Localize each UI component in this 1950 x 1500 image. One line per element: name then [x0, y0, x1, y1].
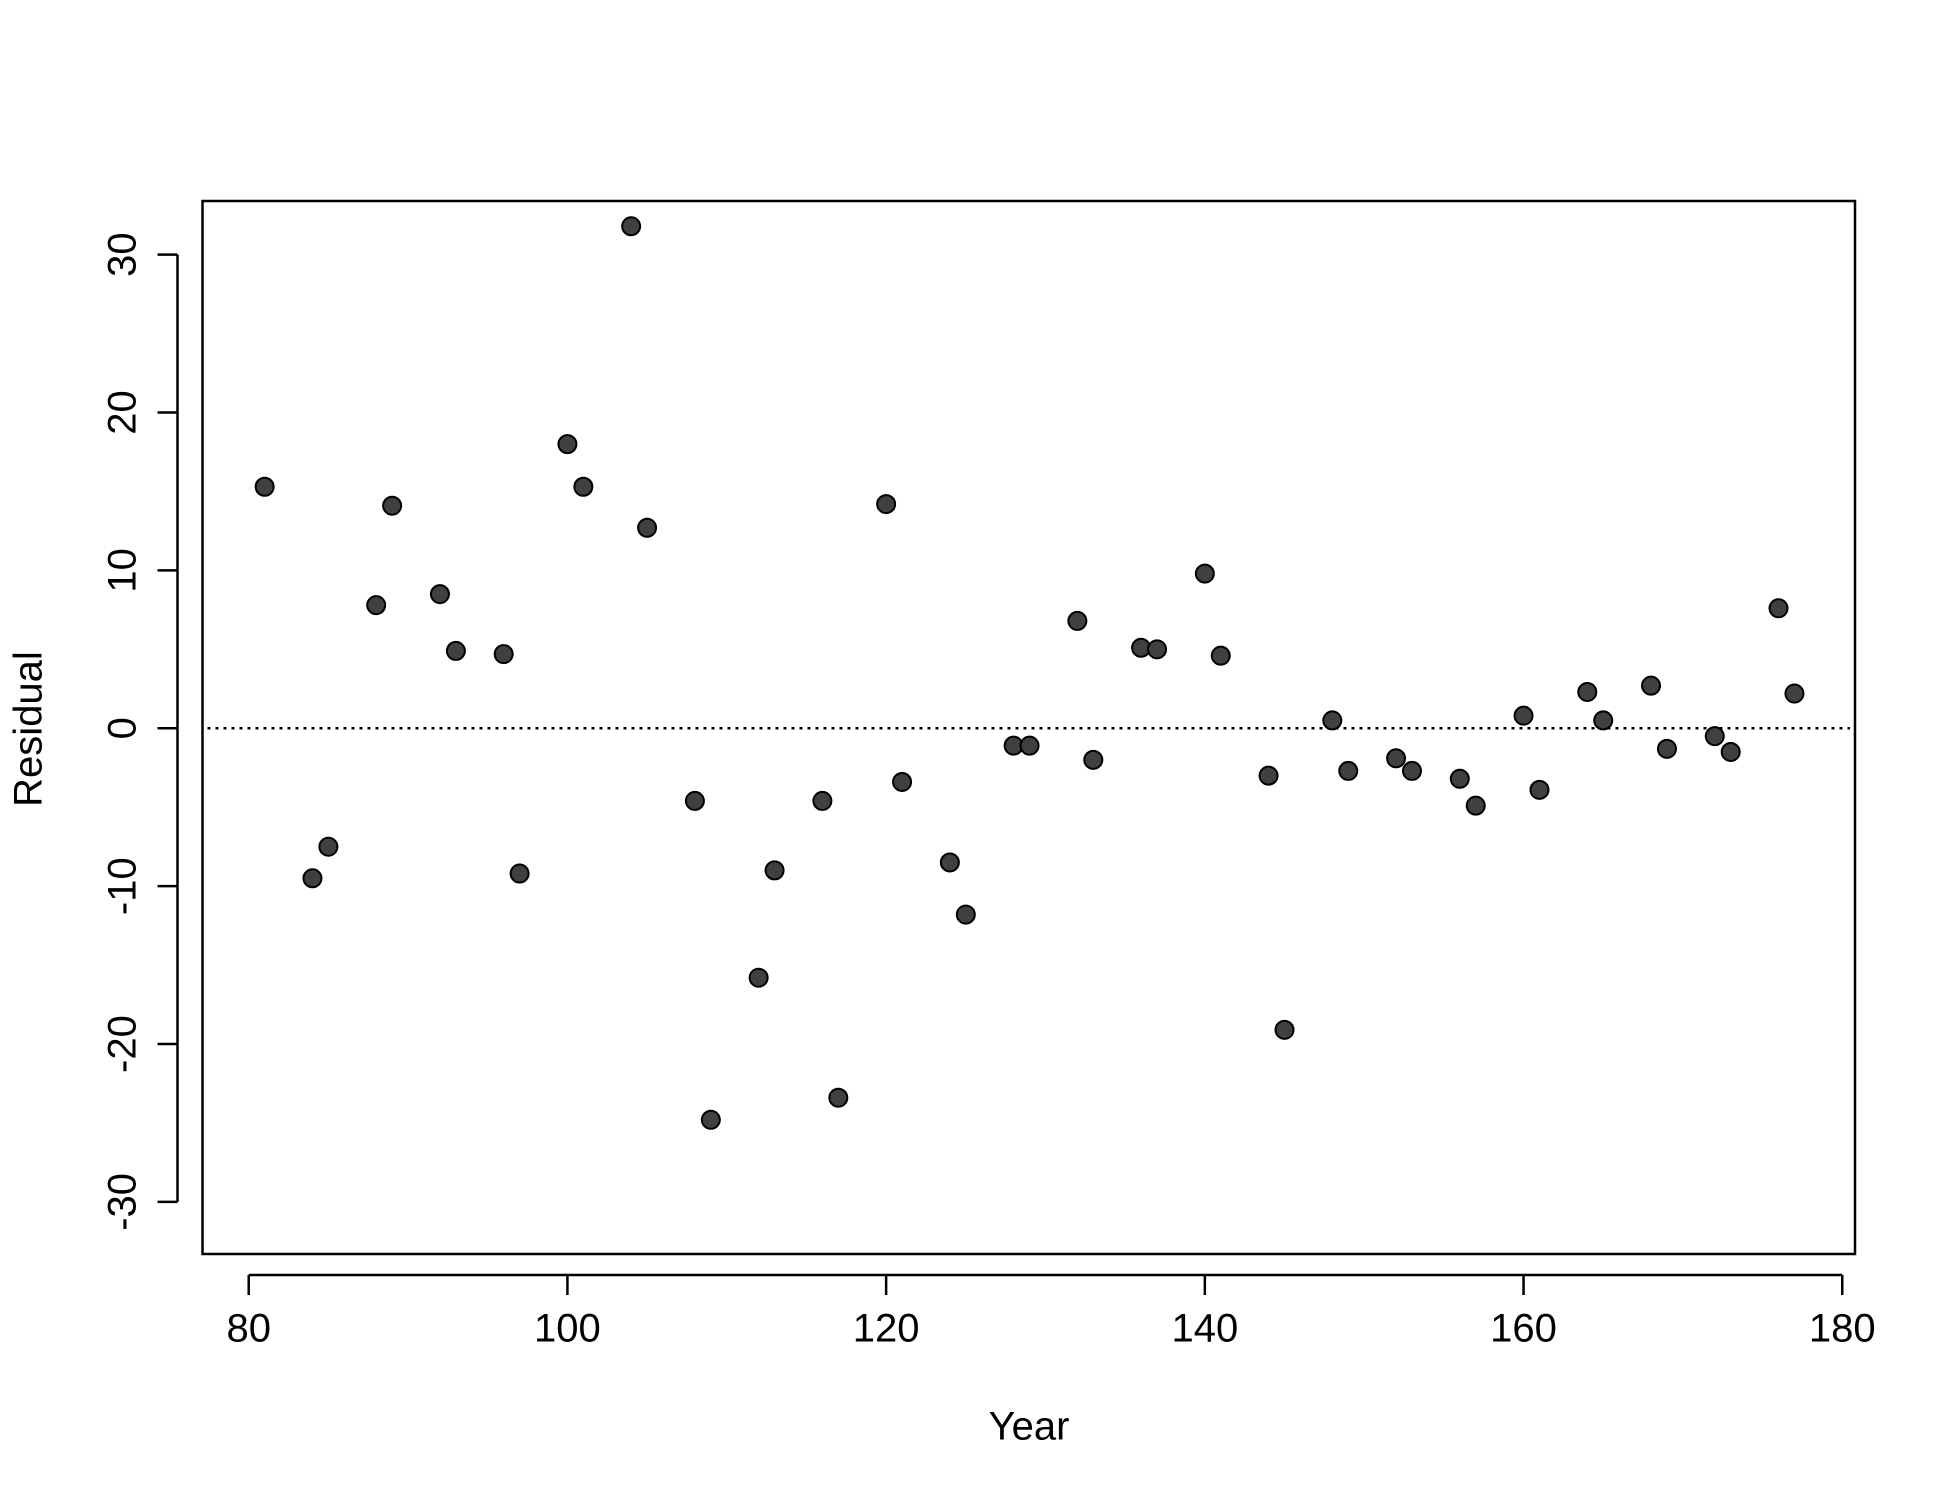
data-point — [1577, 681, 1598, 702]
data-point — [1083, 749, 1104, 770]
y-tick-label: 0 — [101, 717, 145, 739]
y-tick-label: 20 — [101, 390, 145, 435]
y-tick-label: 30 — [101, 232, 145, 276]
data-point — [573, 476, 594, 497]
data-point — [1529, 779, 1550, 800]
data-point — [382, 495, 403, 516]
data-point — [748, 967, 769, 988]
data-point — [1641, 675, 1662, 696]
x-axis-title: Year — [989, 1405, 1070, 1449]
y-tick-label: 10 — [101, 548, 145, 593]
data-point — [1513, 705, 1534, 726]
data-point — [1704, 726, 1725, 747]
x-tick-label: 80 — [226, 1307, 271, 1351]
data-point — [509, 863, 530, 884]
data-point — [302, 868, 323, 889]
data-point — [557, 434, 578, 455]
data-point — [1338, 760, 1359, 781]
data-point — [828, 1087, 849, 1108]
data-point — [1720, 741, 1741, 762]
data-point — [684, 790, 705, 811]
data-point — [1067, 610, 1088, 631]
data-point — [700, 1109, 721, 1130]
data-point — [1768, 598, 1789, 619]
y-tick-label: -20 — [101, 1015, 145, 1073]
data-point — [493, 644, 514, 665]
data-point — [1147, 639, 1168, 660]
data-point — [366, 595, 387, 616]
x-tick-label: 100 — [534, 1307, 601, 1351]
data-point — [1449, 768, 1470, 789]
data-point — [955, 904, 976, 925]
data-point — [1401, 760, 1422, 781]
x-tick-label: 140 — [1171, 1307, 1238, 1351]
data-point — [445, 640, 466, 661]
data-point — [812, 790, 833, 811]
data-point — [764, 860, 785, 881]
data-point — [1593, 710, 1614, 731]
y-axis-title: Residual — [7, 651, 51, 807]
x-tick-label: 180 — [1809, 1307, 1876, 1351]
x-tick-label: 160 — [1490, 1307, 1557, 1351]
data-point — [318, 836, 339, 857]
data-point — [1258, 765, 1279, 786]
data-point — [1465, 795, 1486, 816]
plot-frame — [201, 199, 1857, 1256]
data-point — [1194, 563, 1215, 584]
y-tick-label: -10 — [101, 857, 145, 915]
data-point — [254, 476, 275, 497]
data-point — [621, 216, 642, 237]
data-point — [892, 771, 913, 792]
data-point — [1784, 683, 1805, 704]
data-point — [637, 517, 658, 538]
data-point — [1274, 1019, 1295, 1040]
data-point — [939, 852, 960, 873]
y-tick-label: -30 — [101, 1173, 145, 1231]
data-point — [1322, 710, 1343, 731]
x-tick-label: 120 — [853, 1307, 920, 1351]
data-point — [1019, 735, 1040, 756]
data-point — [1656, 738, 1677, 759]
data-point — [429, 584, 450, 605]
data-point — [876, 494, 897, 515]
data-point — [1210, 645, 1231, 666]
data-point — [1386, 748, 1407, 769]
